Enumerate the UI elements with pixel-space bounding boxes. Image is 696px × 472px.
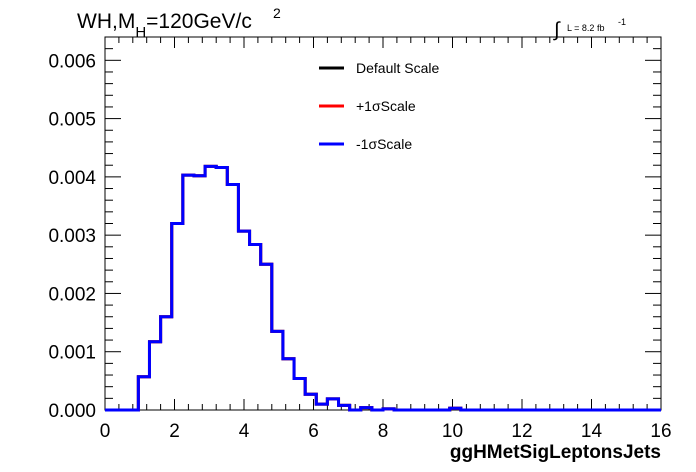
axis-ticks <box>104 36 662 411</box>
x-tick-label: 4 <box>239 421 250 442</box>
x-axis-label: ggHMetSigLeptonsJets <box>450 442 661 463</box>
y-tick-label: 0.000 <box>48 401 96 422</box>
title-subscript: H <box>135 24 146 41</box>
legend-label: -1σScale <box>356 136 412 152</box>
luminosity-exponent: -1 <box>618 17 626 27</box>
y-tick-label: 0.002 <box>48 284 96 305</box>
x-tick-label: 14 <box>581 421 603 442</box>
x-tick-label: 6 <box>308 421 319 442</box>
legend: Default Scale +1σScale -1σScale <box>319 60 439 152</box>
x-tick-label: 2 <box>169 421 180 442</box>
title-prefix: WH,M <box>77 10 135 33</box>
luminosity-label: ∫ L = 8.2 fb -1 <box>553 17 626 41</box>
y-tick-label: 0.005 <box>48 110 96 131</box>
x-tick-label: 12 <box>511 421 532 442</box>
legend-label: +1σScale <box>356 98 416 114</box>
title-superscript: 2 <box>273 5 281 21</box>
x-tick-label: 8 <box>378 421 389 442</box>
legend-label: Default Scale <box>356 60 439 76</box>
x-tick-labels: 0 2 4 6 8 10 12 14 16 <box>100 421 672 442</box>
y-tick-label: 0.003 <box>48 226 96 247</box>
y-tick-label: 0.006 <box>48 51 96 72</box>
y-tick-label: 0.001 <box>48 343 96 364</box>
x-tick-label: 10 <box>442 421 463 442</box>
title-suffix: =120GeV/c <box>146 10 252 33</box>
y-tick-labels: 0.000 0.001 0.002 0.003 0.004 0.005 0.006 <box>48 51 96 422</box>
luminosity-text: L = 8.2 fb <box>567 23 604 33</box>
integral-symbol: ∫ <box>553 19 561 41</box>
chart-title: WH,MH=120GeV/c 2 <box>77 5 281 41</box>
y-tick-label: 0.004 <box>48 168 96 189</box>
svg-text:WH,MH=120GeV/c: WH,MH=120GeV/c <box>77 10 252 41</box>
x-tick-label: 16 <box>650 421 671 442</box>
histogram-series-2 <box>105 164 661 412</box>
series-layer <box>105 164 661 412</box>
x-tick-label: 0 <box>100 421 111 442</box>
